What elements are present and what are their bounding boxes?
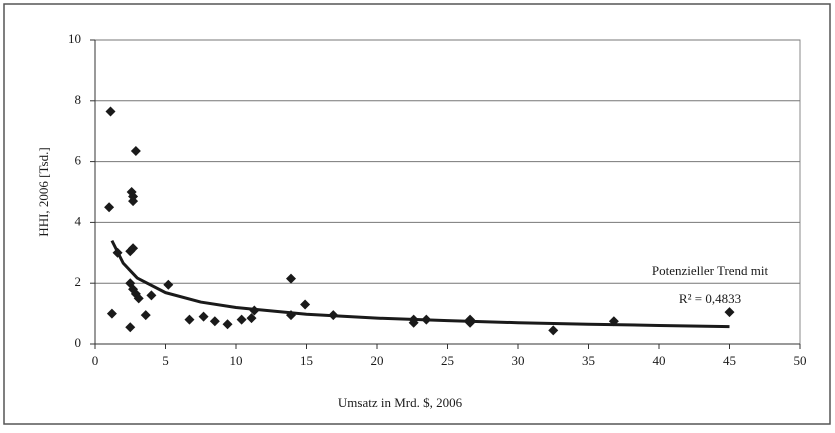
data-point xyxy=(724,307,735,318)
x-tick-label: 30 xyxy=(512,353,525,368)
y-axis-label: HHI, 2006 [Tsd.] xyxy=(36,147,51,236)
x-tick-label: 25 xyxy=(441,353,454,368)
data-point xyxy=(128,196,139,207)
data-point xyxy=(104,202,115,213)
data-point xyxy=(163,279,174,290)
x-tick-label: 45 xyxy=(723,353,736,368)
x-axis-label: Umsatz in Mrd. $, 2006 xyxy=(338,395,463,410)
x-tick-label: 40 xyxy=(653,353,666,368)
x-tick-label: 20 xyxy=(371,353,384,368)
data-point xyxy=(146,290,157,301)
x-tick-label: 35 xyxy=(582,353,595,368)
data-point xyxy=(236,314,247,325)
data-point xyxy=(140,310,151,321)
y-tick-label: 2 xyxy=(75,274,82,289)
y-tick-label: 8 xyxy=(75,92,82,107)
data-point xyxy=(184,314,195,325)
data-point xyxy=(125,246,136,257)
y-tick-label: 4 xyxy=(75,213,82,228)
chart-frame xyxy=(3,3,831,425)
x-tick-label: 5 xyxy=(162,353,169,368)
x-tick-label: 0 xyxy=(92,353,99,368)
data-point xyxy=(548,325,559,336)
data-point xyxy=(222,319,233,330)
data-point xyxy=(285,273,296,284)
x-tick-label: 50 xyxy=(794,353,807,368)
trend-line xyxy=(110,239,730,329)
data-point xyxy=(198,311,209,322)
y-tick-label: 0 xyxy=(75,335,82,350)
y-tick-label: 10 xyxy=(68,31,81,46)
data-point xyxy=(300,299,311,310)
annotation: Potenzieller Trend mit xyxy=(652,263,769,278)
y-tick-label: 6 xyxy=(75,153,82,168)
data-point xyxy=(125,322,136,333)
data-point xyxy=(133,293,144,304)
data-point xyxy=(130,145,141,156)
x-tick-label: 15 xyxy=(300,353,313,368)
x-tick-label: 10 xyxy=(230,353,243,368)
data-point xyxy=(209,316,220,327)
data-point xyxy=(106,308,117,319)
data-point xyxy=(105,106,116,117)
annotation: R² = 0,4833 xyxy=(679,291,741,306)
data-point xyxy=(246,313,257,324)
